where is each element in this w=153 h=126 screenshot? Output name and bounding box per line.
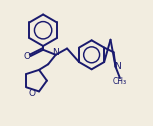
Text: N: N [52, 48, 59, 57]
Text: N: N [114, 62, 121, 71]
Text: O: O [24, 52, 31, 61]
Text: CH₃: CH₃ [113, 77, 127, 86]
Text: O: O [29, 89, 35, 98]
